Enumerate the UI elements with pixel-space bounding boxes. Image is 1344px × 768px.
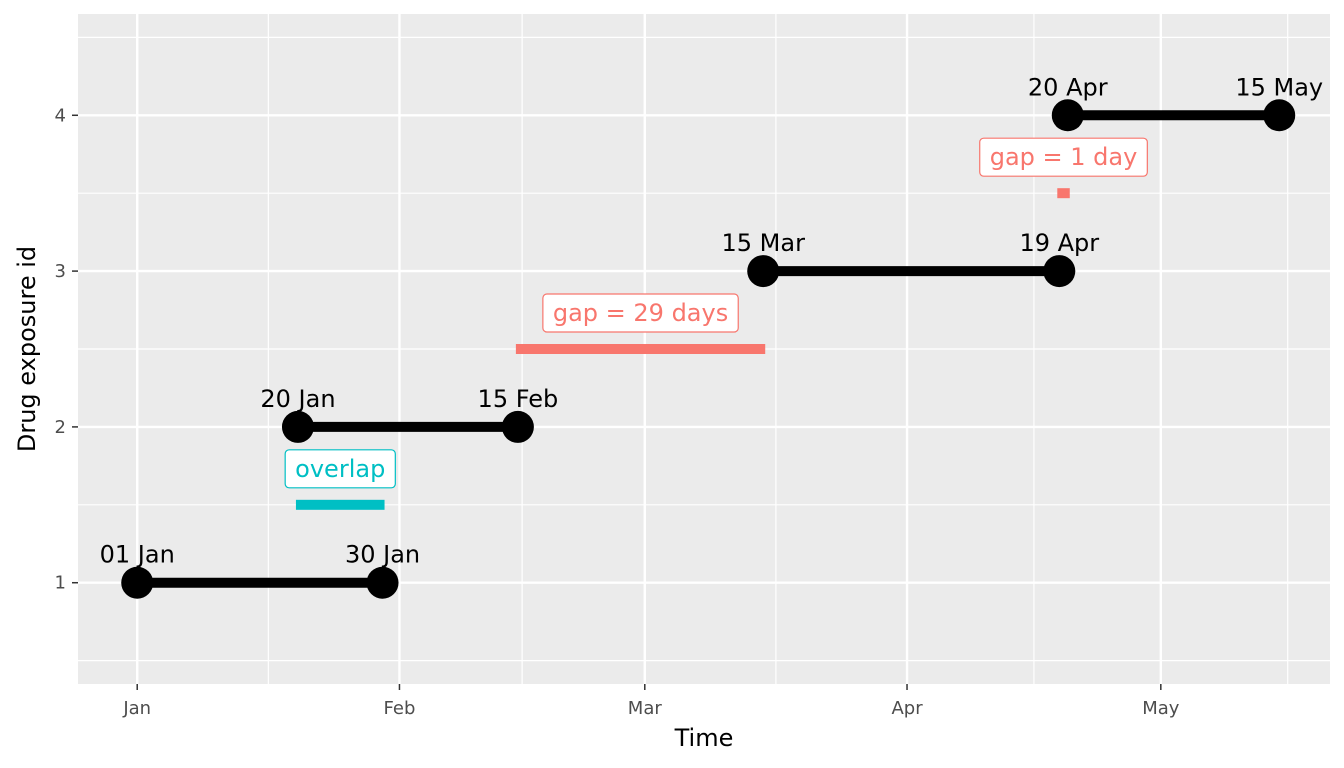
exposure-start-point: [121, 566, 154, 599]
axes: Jan Feb Mar Apr May 1 2 3 4: [55, 105, 1180, 719]
annotation-label: overlap: [295, 455, 385, 483]
exposure-start-label: 20 Apr: [1028, 73, 1108, 101]
exposure-start-point: [281, 410, 314, 443]
annotation-bar: [1057, 188, 1070, 199]
exposure-end-label: 30 Jan: [345, 541, 420, 569]
annotation-bar: [515, 344, 766, 354]
exposure-start-label: 20 Jan: [260, 385, 335, 413]
annotation-label-box: [542, 293, 739, 333]
exposure-end-label: 15 May: [1235, 73, 1323, 101]
annotation-label-box: [979, 137, 1148, 177]
exposure-end-point: [1263, 99, 1296, 132]
x-tick-label: Apr: [891, 698, 923, 719]
x-tick-label: Feb: [384, 698, 416, 719]
exposure-start-label: 15 Mar: [721, 229, 805, 257]
x-tick-label: Jan: [122, 698, 151, 719]
y-tick-label: 3: [55, 261, 66, 282]
annotation-label-box: [284, 449, 396, 489]
exposure-end-point: [1043, 255, 1076, 288]
exposure-end-label: 19 Apr: [1019, 229, 1099, 257]
y-axis-title: Drug exposure id: [13, 246, 41, 452]
exposure-start-label: 01 Jan: [100, 541, 175, 569]
exposure-end-point: [501, 410, 534, 443]
y-tick-label: 1: [55, 573, 66, 594]
x-axis-title: Time: [674, 724, 734, 752]
exposure-end-point: [366, 566, 399, 599]
y-tick-label: 4: [55, 105, 66, 126]
x-tick-label: Mar: [628, 698, 663, 719]
annotations: overlap gap = 29 days gap = 1 day: [284, 137, 1148, 510]
exposure-start-point: [747, 255, 780, 288]
annotation-label: gap = 29 days: [553, 299, 728, 327]
exposure-start-point: [1051, 99, 1084, 132]
exposure-segments: 01 Jan 30 Jan 20 Jan 15 Feb 15 Mar 19 Apr 20 A…: [100, 73, 1323, 599]
y-tick-label: 2: [55, 417, 66, 438]
exposure-end-label: 15 Feb: [478, 385, 559, 413]
annotation-bar: [295, 499, 385, 510]
annotation-label: gap = 1 day: [990, 143, 1138, 171]
x-tick-label: May: [1142, 698, 1180, 719]
